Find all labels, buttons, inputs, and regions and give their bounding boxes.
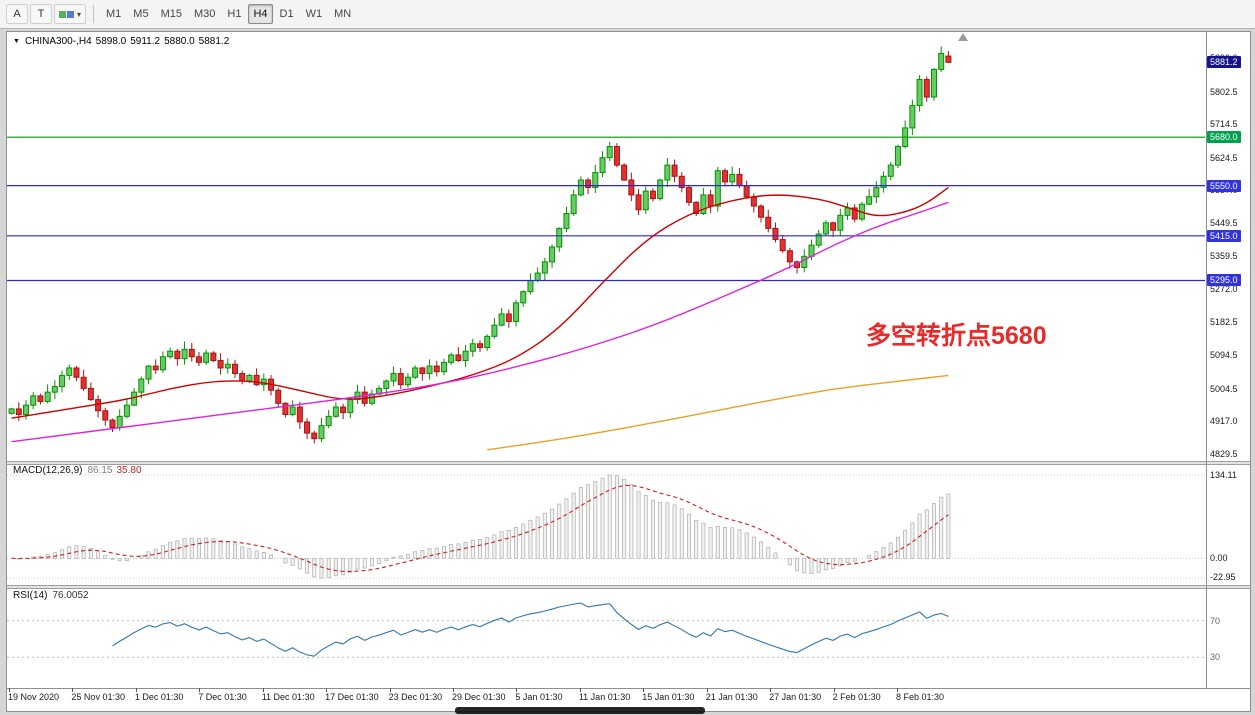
toolbar-separator: [93, 5, 95, 23]
toolbar: A T ▾ M1 M5 M15 M30 H1 H4 D1 W1 MN: [0, 0, 1255, 29]
ohlc-open: 5898.0: [95, 36, 127, 47]
timeframe-button-m30[interactable]: M30: [193, 8, 216, 20]
macd-value: 86.15: [87, 465, 113, 476]
timeframe-button-mn[interactable]: MN: [334, 8, 352, 20]
chart-window[interactable]: [6, 31, 1251, 712]
layers-icon: [59, 10, 66, 18]
panel-splitter-macd[interactable]: [7, 461, 1250, 465]
ohlc-low: 5880.0: [164, 36, 195, 47]
timeframe-button-d1[interactable]: D1: [279, 8, 294, 20]
price-axis-border: [1206, 32, 1207, 688]
triangle-down-icon: ▼: [13, 38, 20, 45]
timeframe-button-m1[interactable]: M1: [106, 8, 122, 20]
macd-label: MACD(12,26,9): [13, 465, 83, 476]
arrow-tool-button[interactable]: A: [6, 4, 28, 24]
macd-signal-value: 35.80: [116, 465, 142, 476]
chart-title: ▼ CHINA300-,H4 5898.0 5911.2 5880.0 5881.2: [13, 36, 233, 47]
timeframe-button-m5[interactable]: M5: [133, 8, 149, 20]
rsi-label: RSI(14): [13, 590, 48, 601]
templates-dropdown-button[interactable]: ▾: [54, 4, 87, 24]
timeframe-button-h4[interactable]: H4: [248, 4, 273, 24]
price-axis[interactable]: [1207, 32, 1250, 688]
text-tool-button[interactable]: T: [30, 4, 52, 24]
timeframe-button-h1[interactable]: H1: [227, 8, 242, 20]
bottom-bar: [455, 707, 705, 714]
timeframe-button-m15[interactable]: M15: [160, 8, 182, 20]
macd-title: MACD(12,26,9) 86.15 35.80: [13, 465, 142, 476]
symbol-timeframe: CHINA300-,H4: [24, 36, 92, 47]
ohlc-close: 5881.2: [198, 36, 230, 47]
ohlc-high: 5911.2: [130, 36, 161, 47]
annotation-text: 多空转折点5680: [866, 322, 1047, 350]
rsi-title: RSI(14) 76.0052: [13, 590, 89, 601]
time-axis-border: [7, 688, 1250, 689]
timeframe-button-w1[interactable]: W1: [305, 8, 323, 20]
panel-splitter-rsi[interactable]: [7, 585, 1250, 589]
layers-icon: [67, 10, 74, 18]
rsi-value: 76.0052: [52, 590, 89, 601]
chevron-down-icon: ▾: [77, 9, 82, 19]
